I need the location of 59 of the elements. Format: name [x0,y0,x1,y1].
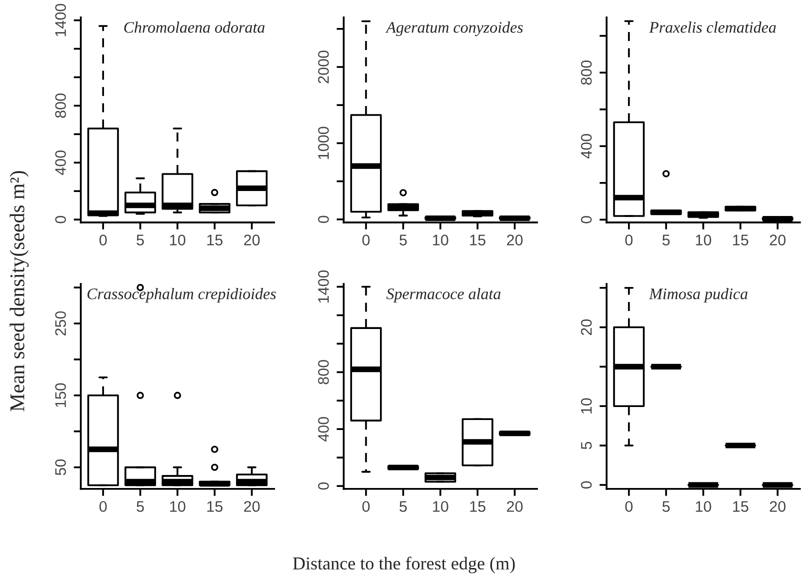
x-tick-label: 5 [136,501,144,512]
x-tick-label: 15 [733,501,748,512]
y-tick-label: 2000 [318,50,329,84]
chart-title: Praxelis clematidea [649,22,776,33]
x-tick-label: 5 [400,234,407,246]
x-tick-label: 15 [207,501,222,512]
x-tick-label: 15 [733,234,748,246]
y-tick-label: 400 [55,150,66,176]
x-tick-label: 5 [662,501,670,512]
x-tick-label: 20 [506,501,523,512]
y-tick-label: 20 [580,319,592,335]
y-tick-label: 800 [580,60,592,85]
y-tick-label: 10 [580,398,592,414]
y-tick-label: 1400 [318,270,329,303]
x-tick-label: 10 [170,234,186,246]
x-tick-label: 10 [696,501,712,512]
y-tick-label: 250 [55,311,66,336]
x-tick-label: 0 [362,501,370,512]
x-tick-label: 10 [433,501,448,512]
x-tick-label: 15 [470,501,486,512]
chart-title: Crassocephalum crepidioides [87,288,276,302]
x-tick-label: 10 [170,501,186,512]
y-axis-title: Mean seed density(seeds m²) [10,171,29,412]
x-tick-label: 0 [625,234,633,246]
x-tick-label: 10 [696,234,712,246]
y-tick-label: 50 [55,459,66,476]
chart-title: Spermacoce alata [386,288,501,302]
y-tick-label: 400 [318,416,329,442]
y-tick-label: 0 [580,481,592,489]
x-tick-label: 0 [99,234,107,246]
x-tick-label: 20 [770,234,786,246]
y-tick-label: 800 [55,94,66,118]
x-tick-label: 15 [470,234,486,246]
x-tick-label: 20 [770,501,786,512]
x-tick-label: 10 [433,234,448,246]
x-axis-title: Distance to the forest edge (m) [292,556,515,574]
y-tick-label: 0 [318,482,329,490]
x-tick-label: 15 [207,234,222,246]
y-tick-label: 150 [55,383,66,407]
chart-title: Mimosa pudica [648,288,748,302]
x-tick-label: 5 [400,501,407,512]
y-tick-label: 400 [580,134,592,159]
x-tick-label: 20 [506,234,523,246]
x-tick-label: 5 [662,234,670,246]
y-tick-label: 5 [581,442,592,450]
x-tick-label: 0 [99,501,107,512]
chart-title: Ageratum conyzoides [385,22,523,36]
x-tick-label: 20 [244,501,260,512]
x-tick-label: 0 [362,234,370,246]
y-tick-label: 1400 [55,4,66,36]
x-tick-label: 0 [625,501,633,512]
y-tick-label: 0 [580,216,592,224]
y-tick-label: 0 [318,216,329,224]
chart-title: Chromolaena odorata [124,22,265,33]
y-tick-label: 800 [318,360,329,384]
x-tick-label: 20 [244,234,260,246]
x-tick-label: 5 [136,234,144,246]
y-tick-label: 1000 [318,126,329,160]
y-tick-label: 0 [55,216,66,224]
